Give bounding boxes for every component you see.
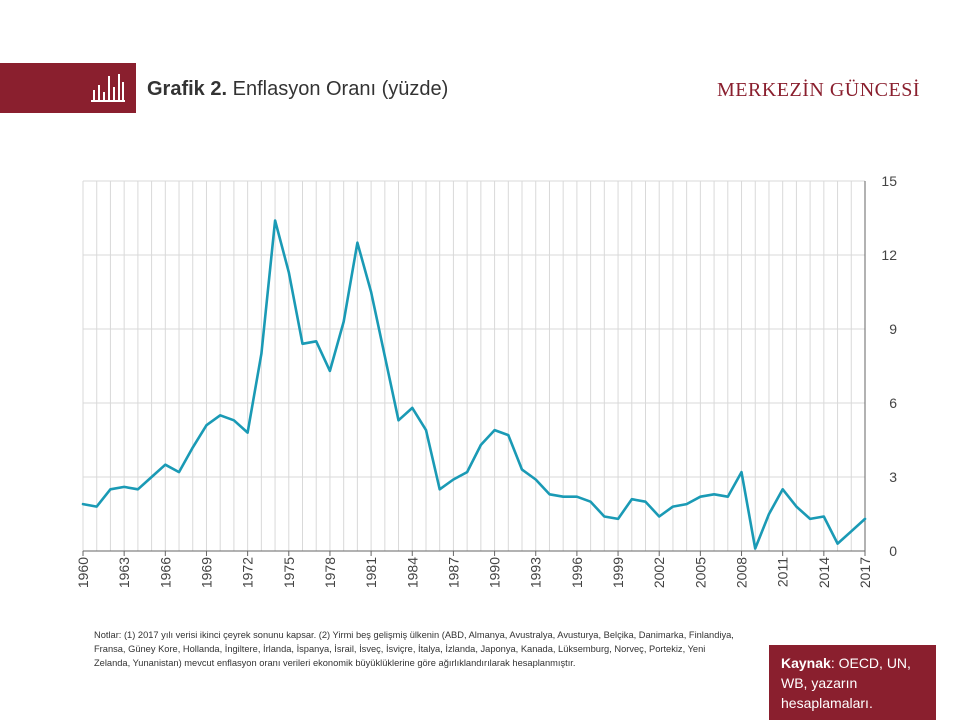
x-tick-label: 1987 <box>445 557 461 588</box>
title-bold: Grafik 2. <box>147 78 228 100</box>
x-tick-label: 1960 <box>75 557 91 588</box>
x-tick-label: 1975 <box>281 557 297 588</box>
source-box: Kaynak: OECD, UN, WB, yazarın hesaplamal… <box>769 645 936 720</box>
x-tick-label: 1999 <box>610 557 626 588</box>
bar-chart-icon <box>91 74 125 102</box>
y-tick-label: 15 <box>881 173 897 189</box>
source-text: : OECD, UN, WB, yazarın hesaplamaları. <box>781 655 911 711</box>
x-tick-label: 1990 <box>487 557 503 588</box>
y-tick-label: 3 <box>889 469 897 485</box>
page-title: Grafik 2. Enflasyon Oranı (yüzde) <box>147 78 448 101</box>
x-tick-label: 2002 <box>651 557 667 588</box>
x-tick-label: 1963 <box>116 557 132 588</box>
x-tick-label: 1996 <box>569 557 585 588</box>
y-tick-label: 9 <box>889 321 897 337</box>
x-tick-label: 1984 <box>404 557 420 588</box>
x-tick-label: 2011 <box>775 557 791 587</box>
x-tick-label: 1972 <box>240 557 256 588</box>
x-tick-label: 2005 <box>692 557 708 588</box>
inflation-series-line <box>81 219 867 550</box>
source-label: Kaynak <box>781 655 831 671</box>
x-tick-label: 2014 <box>816 557 832 588</box>
title-rest: Enflasyon Oranı (yüzde) <box>227 78 449 100</box>
brand-name: MERKEZİN GÜNCESİ <box>717 79 920 101</box>
x-tick-label: 1978 <box>322 557 338 588</box>
y-tick-label: 6 <box>889 395 897 411</box>
x-tick-label: 1981 <box>363 557 379 588</box>
x-tick-label: 2017 <box>857 557 873 588</box>
x-tick-label: 2008 <box>734 557 750 588</box>
y-tick-label: 12 <box>881 247 897 263</box>
x-tick-label: 1993 <box>528 557 544 588</box>
x-tick-label: 1969 <box>198 557 214 588</box>
chart-notes: Notlar: (1) 2017 yılı verisi ikinci çeyr… <box>94 630 734 668</box>
y-tick-label: 0 <box>889 543 897 559</box>
x-tick-label: 1966 <box>157 557 173 588</box>
